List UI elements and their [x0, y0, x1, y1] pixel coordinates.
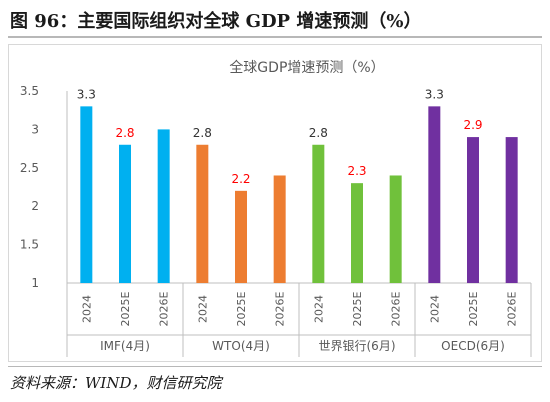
- x-tick-label: 2025E: [351, 291, 364, 326]
- x-tick-label: 2024: [428, 295, 441, 323]
- y-tick-label: 3.5: [20, 84, 39, 98]
- y-tick-label: 2.5: [20, 161, 39, 175]
- x-tick-label: 2024: [80, 295, 93, 323]
- data-label: 2.3: [347, 164, 366, 178]
- y-tick-label: 3: [31, 122, 39, 136]
- chart-frame: 全球GDP增速预测（%） 1 1.5 2 2.5 3 3.5 3.3 2024 2.8 2025E 2…: [8, 44, 542, 362]
- x-tick-label: 2026E: [390, 291, 403, 326]
- data-label: 3.3: [77, 87, 96, 101]
- bar: [467, 137, 479, 283]
- x-tick-label: 2025E: [467, 291, 480, 326]
- data-label: 2.8: [309, 126, 328, 140]
- figure-title: 图 96：主要国际组织对全球 GDP 增速预测（%）: [10, 11, 422, 32]
- x-group-label: 世界银行(6月): [319, 339, 396, 353]
- x-tick-label: 2025E: [235, 291, 248, 326]
- x-tick-label: 2024: [312, 295, 325, 323]
- bar: [389, 175, 402, 283]
- x-group-label: OECD(6月): [441, 339, 505, 353]
- x-tick-label: 2026E: [274, 291, 287, 326]
- data-label: 2.2: [231, 172, 250, 186]
- bar: [80, 106, 93, 283]
- bar: [235, 190, 247, 283]
- bar: [157, 129, 170, 283]
- data-label: 2.8: [115, 126, 134, 140]
- data-label: 2.8: [193, 126, 212, 140]
- data-label: 2.9: [463, 118, 482, 132]
- source-note: 资料来源：WIND，财信研究院: [10, 374, 222, 392]
- title-divider: [8, 36, 542, 38]
- bar: [505, 137, 518, 283]
- x-tick-label: 2026E: [158, 291, 171, 326]
- y-tick-label: 1.5: [20, 238, 39, 252]
- x-tick-label: 2026E: [506, 291, 519, 326]
- chart: 全球GDP增速预测（%） 1 1.5 2 2.5 3 3.5 3.3 2024 2.8 2025E 2…: [20, 59, 532, 357]
- chart-title: 全球GDP增速预测（%）: [229, 59, 384, 76]
- x-group-label: WTO(4月): [212, 339, 270, 353]
- bar: [196, 144, 209, 283]
- bar: [119, 144, 131, 283]
- x-tick-label: 2024: [196, 295, 209, 323]
- y-tick-label: 1: [31, 276, 39, 290]
- x-tick-label: 2025E: [119, 291, 132, 326]
- x-group-label: IMF(4月): [100, 339, 150, 353]
- bar: [428, 106, 441, 283]
- bar: [351, 183, 363, 283]
- bar: [273, 175, 286, 283]
- y-tick-label: 2: [31, 199, 39, 213]
- data-label: 3.3: [425, 87, 444, 101]
- source-divider: [8, 366, 542, 367]
- bar: [312, 144, 325, 283]
